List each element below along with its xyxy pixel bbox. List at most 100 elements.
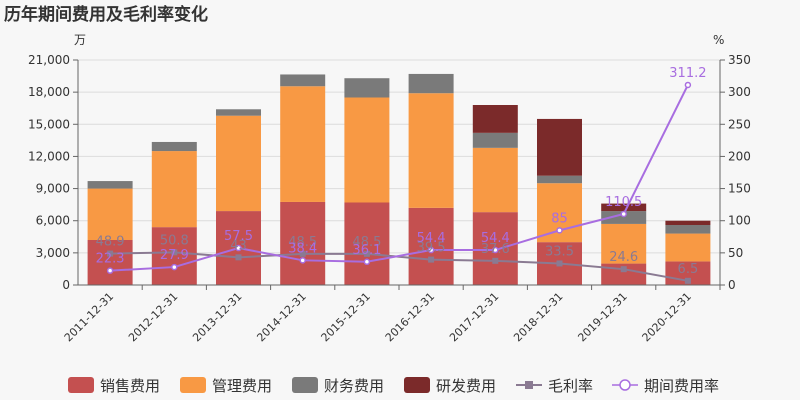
gross-margin-point xyxy=(107,250,114,257)
gross-margin-label: 50.8 xyxy=(160,233,189,248)
legend-item[interactable]: 管理费用 xyxy=(180,377,272,395)
y-left-tick-label: 21,000 xyxy=(28,53,70,67)
right-axis-unit: % xyxy=(713,33,724,47)
y-right-tick-label: 100 xyxy=(728,214,751,228)
y-right-tick-label: 0 xyxy=(728,278,736,292)
gross-margin-label: 39.5 xyxy=(417,241,446,256)
gross-margin-label: 48.5 xyxy=(288,235,317,250)
expense-ratio-point xyxy=(363,258,371,266)
bar-segment xyxy=(472,105,518,133)
expense-ratio-label: 85 xyxy=(551,211,568,226)
bar-segment xyxy=(408,73,454,94)
x-tick-label: 2018-12-31 xyxy=(511,290,565,344)
bar-series xyxy=(87,73,711,285)
legend-label: 研发费用 xyxy=(436,377,496,395)
x-tick-label: 2020-12-31 xyxy=(640,290,694,344)
legend-item[interactable]: 期间费用率 xyxy=(612,377,719,395)
legend-item[interactable]: 销售费用 xyxy=(68,377,160,395)
bar-segment xyxy=(280,86,326,202)
gross-margin-label: 43 xyxy=(230,238,247,253)
expense-ratio-point xyxy=(427,246,435,254)
legend-label: 销售费用 xyxy=(100,377,160,395)
left-axis-unit: 万 xyxy=(74,33,86,47)
legend-label: 财务费用 xyxy=(324,377,384,395)
bar-segment xyxy=(472,132,518,148)
legend-marker xyxy=(525,381,533,389)
bar-segment xyxy=(87,188,133,240)
bar-segment xyxy=(601,203,647,212)
legend-swatch xyxy=(180,377,206,393)
bar-segment xyxy=(537,175,582,184)
bar-segment xyxy=(87,240,133,285)
expense-ratio-label: 36.1 xyxy=(352,243,381,258)
expense-ratio-label: 311.2 xyxy=(669,66,706,81)
legend-swatch xyxy=(292,377,318,393)
gross-margin-label: 33.5 xyxy=(545,244,574,259)
gross-margin-label: 24.6 xyxy=(609,250,638,265)
legend-label: 管理费用 xyxy=(212,377,272,395)
legend[interactable]: 销售费用 管理费用 财务费用 研发费用 毛利率 期间费用率 xyxy=(68,377,719,395)
bar-segment xyxy=(601,211,647,224)
gross-margin-point xyxy=(556,260,563,267)
data-labels: 48.9 50.8 43 48.5 48.5 39.5 37.6 33.5 24.6 6.5 22.… xyxy=(96,66,707,277)
bar-segment xyxy=(472,147,518,213)
expense-ratio-point xyxy=(492,246,499,254)
expense-ratio-label: 27.9 xyxy=(160,248,189,263)
y-left-tick-label: 15,000 xyxy=(28,117,70,131)
expense-ratio-label: 57.5 xyxy=(224,229,253,244)
x-tick-label: 2019-12-31 xyxy=(575,290,629,344)
y-right-tick-label: 350 xyxy=(728,53,751,67)
x-tick-label: 2014-12-31 xyxy=(254,290,308,344)
gross-margin-point xyxy=(363,250,370,257)
y-right-tick-label: 300 xyxy=(728,85,751,99)
bar-segment xyxy=(408,207,454,285)
bar-segment xyxy=(537,118,582,176)
x-tick-label: 2016-12-31 xyxy=(383,290,437,344)
left-y-axis: 0 3,000 6,000 9,000 12,000 15,000 18,000 21,000 xyxy=(28,53,79,292)
gross-margin-point xyxy=(620,266,627,273)
legend-label: 期间费用率 xyxy=(644,377,719,395)
bar-segment xyxy=(216,109,261,116)
legend-swatch xyxy=(68,377,94,393)
legend-swatch xyxy=(404,377,430,393)
line-series xyxy=(106,81,692,284)
legend-item[interactable]: 财务费用 xyxy=(292,377,384,395)
bar-segment xyxy=(151,151,197,228)
y-left-tick-label: 9,000 xyxy=(36,182,70,196)
expense-ratio-point xyxy=(235,244,242,252)
x-tick-label: 2013-12-31 xyxy=(190,290,244,344)
x-axis: 2011-12-31 2012-12-31 2013-12-31 2014-12-31… xyxy=(62,284,721,344)
bar-segment xyxy=(408,93,454,208)
bar-segment xyxy=(87,181,133,189)
y-left-tick-label: 3,000 xyxy=(36,246,70,260)
legend-item[interactable]: 研发费用 xyxy=(404,377,496,395)
expense-ratio-label: 22.3 xyxy=(96,252,125,267)
legend-label: 毛利率 xyxy=(548,377,593,395)
y-left-tick-label: 18,000 xyxy=(28,85,70,99)
expense-ratio-point xyxy=(556,227,563,234)
y-right-tick-label: 250 xyxy=(728,117,751,131)
bar-segment xyxy=(344,202,390,285)
right-y-axis: 0 50 100 150 200 250 300 350 xyxy=(719,53,751,292)
expense-ratio-label: 38.4 xyxy=(288,241,317,256)
expense-ratio-label: 54.4 xyxy=(417,231,446,246)
legend-item[interactable]: 毛利率 xyxy=(516,377,593,395)
expense-ratio-point xyxy=(171,263,178,271)
y-left-tick-label: 12,000 xyxy=(28,149,70,163)
y-right-tick-label: 50 xyxy=(728,246,743,260)
x-tick-label: 2012-12-31 xyxy=(126,290,180,344)
expense-ratio-line xyxy=(110,84,689,272)
bar-segment xyxy=(216,115,261,212)
bar-segment xyxy=(344,97,390,203)
expense-ratio-label: 110.5 xyxy=(605,195,642,210)
gross-margin-label: 6.5 xyxy=(678,262,699,277)
gross-margin-label: 48.9 xyxy=(96,235,125,250)
y-right-tick-label: 200 xyxy=(728,149,751,163)
bar-segment xyxy=(151,227,197,285)
bar-segment xyxy=(151,141,197,152)
gross-margin-label: 37.6 xyxy=(481,242,510,257)
x-tick-label: 2015-12-31 xyxy=(319,290,373,344)
expense-ratio-point xyxy=(299,257,306,264)
bar-segment xyxy=(344,78,390,98)
gross-margin-point xyxy=(299,250,306,257)
